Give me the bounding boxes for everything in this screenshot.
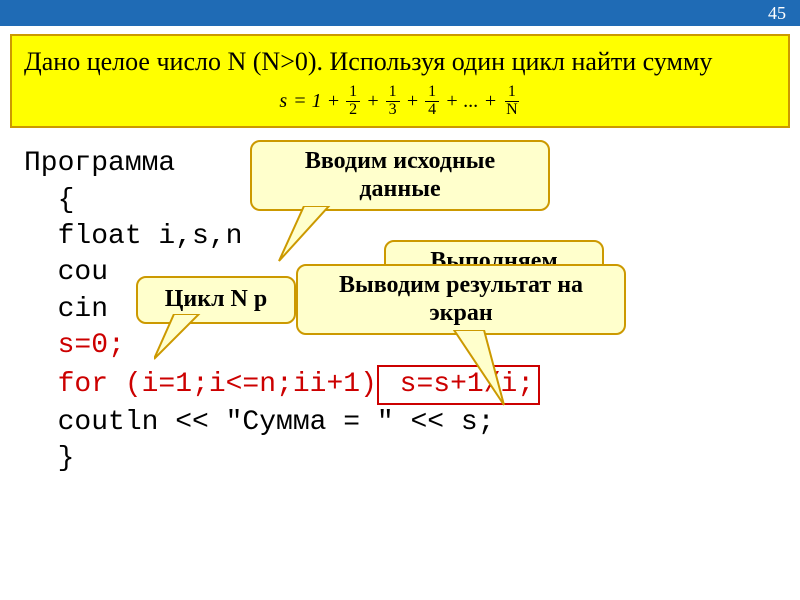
callout-output-result: Выводим результат на экран: [296, 264, 626, 335]
callout-tail-3: [154, 314, 204, 364]
problem-text: Дано целое число N (N>0). Используя один…: [24, 46, 776, 79]
formula-lhs: s: [279, 89, 287, 114]
code-line-9: }: [24, 441, 800, 477]
frac-1-4: 14: [425, 84, 439, 119]
code-line-8: coutln << "Сумма = " << s;: [24, 405, 800, 441]
topbar: 45: [0, 0, 800, 26]
callout-tail-4: [444, 330, 514, 410]
formula-eq: = 1 +: [293, 89, 340, 114]
formula-dots: + ... +: [445, 89, 497, 114]
callout-input-data: Вводим исходные данные: [250, 140, 550, 211]
code-line-7: for (i=1;i<=n;ii+1) s=s+1/i;: [24, 365, 800, 405]
frac-1-2: 12: [346, 84, 360, 119]
callout-tail-1: [274, 206, 334, 266]
code-area: Программа { float i,s,n cou cin s=0; for…: [24, 146, 800, 478]
problem-box: Дано целое число N (N>0). Используя один…: [10, 34, 790, 128]
slide-number: 45: [768, 3, 786, 24]
frac-1-N: 1N: [503, 84, 521, 119]
frac-1-3: 13: [386, 84, 400, 119]
formula: s = 1 + 12 + 13 + 14 + ... + 1N: [24, 83, 776, 119]
